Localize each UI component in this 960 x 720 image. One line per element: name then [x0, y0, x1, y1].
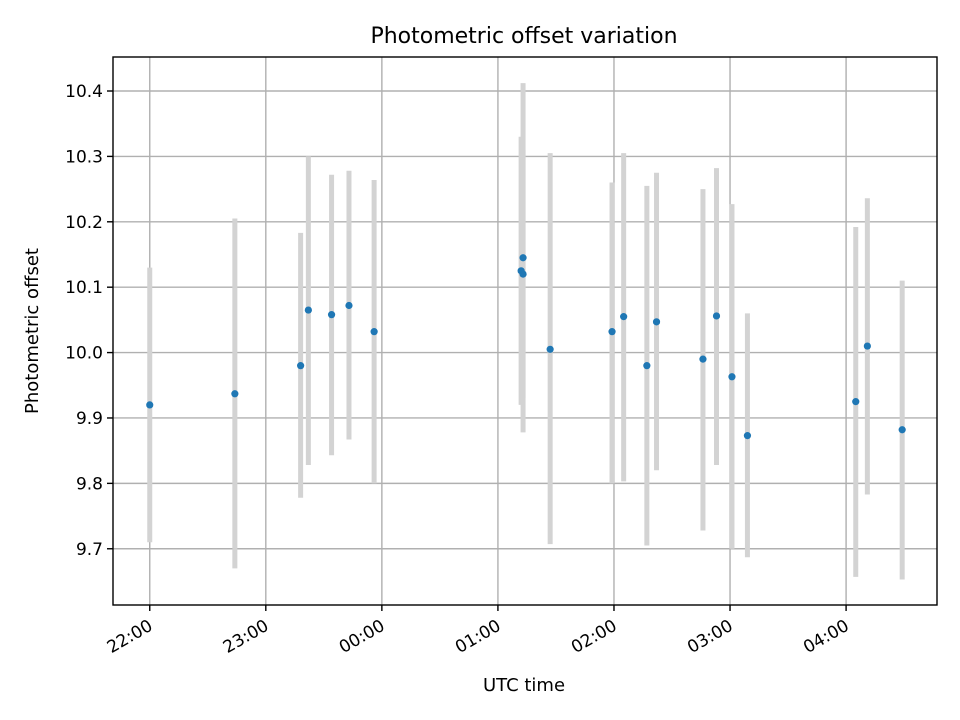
data-point	[712, 312, 721, 320]
y-tick-label: 10.4	[65, 82, 103, 102]
x-tick-label: 00:00	[336, 616, 388, 658]
data-point	[898, 426, 906, 434]
y-tick-label: 10.1	[65, 278, 103, 298]
data-point	[546, 345, 554, 353]
data-point	[728, 373, 736, 381]
data-point	[699, 355, 707, 363]
data-point	[852, 398, 860, 406]
x-axis-label: UTC time	[483, 675, 565, 696]
x-axis-ticks: 22:00 23:00 00:00 01:00 02:00 03:00 04:00	[104, 605, 853, 658]
y-tick-label: 9.8	[76, 474, 103, 494]
data-point	[345, 301, 353, 310]
y-axis-ticks: 9.7 9.8 9.9 10.0 10.1 10.2 10.3 10.4	[65, 82, 113, 560]
data-point	[519, 270, 527, 278]
y-tick-label: 10.3	[65, 147, 103, 167]
y-axis-label: Photometric offset	[22, 248, 43, 414]
data-point	[370, 328, 378, 336]
x-tick-label: 22:00	[104, 616, 156, 658]
data-point	[863, 342, 871, 350]
data-point	[297, 362, 305, 370]
data-points	[146, 254, 906, 440]
y-tick-label: 9.9	[76, 409, 103, 429]
y-tick-label: 10.2	[65, 213, 103, 233]
chart-title: Photometric offset variation	[370, 24, 677, 49]
x-tick-label: 01:00	[452, 616, 504, 658]
error-bars	[147, 83, 905, 580]
y-tick-label: 10.0	[65, 344, 103, 364]
x-tick-label: 03:00	[684, 616, 736, 658]
data-point	[519, 254, 527, 262]
plot-frame	[112, 56, 938, 606]
data-point	[327, 311, 336, 319]
data-point	[743, 432, 752, 440]
data-point	[146, 401, 154, 409]
x-tick-label: 23:00	[220, 616, 272, 658]
data-point	[652, 318, 661, 326]
x-tick-label: 02:00	[568, 616, 620, 658]
data-point	[608, 328, 616, 336]
x-tick-label: 04:00	[800, 616, 852, 658]
data-point	[643, 362, 651, 370]
data-point	[304, 306, 312, 314]
y-tick-label: 9.7	[76, 540, 103, 560]
data-point	[231, 390, 239, 398]
data-point	[620, 313, 628, 321]
